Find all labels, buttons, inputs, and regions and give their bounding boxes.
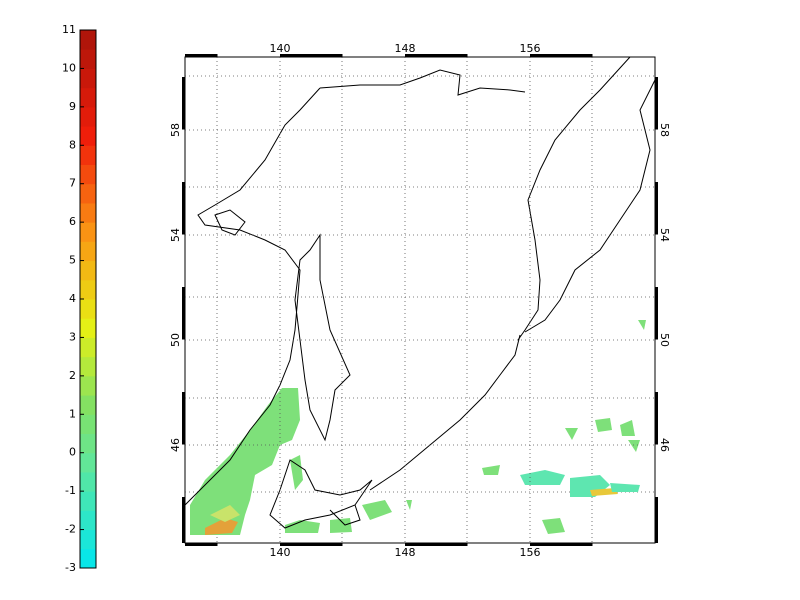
colorbar-label: -3 [65,561,76,574]
lat-label: 58 [658,123,671,137]
colorbar-segment [80,433,96,454]
lon-label: 156 [520,546,541,559]
lon-label: 140 [270,546,291,559]
border-band [405,543,468,546]
border-band [182,287,185,340]
map-border [182,54,658,546]
colorbar-segment [80,164,96,185]
lat-label: 46 [169,438,182,452]
colorbar-label: 8 [69,138,76,151]
border-band [655,77,658,130]
lon-label: 148 [395,546,416,559]
colorbar-label: 11 [62,23,76,36]
border-band [185,54,218,57]
colorbar-segment [80,529,96,550]
border-band [182,77,185,130]
colorbar-label: 5 [69,254,76,267]
colorbar-segment [80,414,96,434]
colorbar-label: 1 [69,407,76,420]
colorbar-segment [80,471,96,492]
border-band [185,543,218,546]
colorbar-label: 9 [69,100,76,113]
lat-label: 54 [169,228,182,242]
colorbar-segment [80,126,96,146]
colorbar-segment [80,241,96,262]
colorbar-segment [80,260,96,281]
colorbar-segment [80,106,96,127]
map [182,54,658,546]
colorbar-segment [80,279,96,300]
colorbar-segment [80,491,96,511]
colorbar-segment [80,30,96,50]
colorbar-segment [80,202,96,223]
colorbar-label: 10 [62,61,76,74]
border-band [655,182,658,235]
colorbar-label: 7 [69,177,76,190]
colorbar-segment [80,68,96,89]
minor-grid [185,57,655,543]
colorbar-segment [80,49,96,69]
border-band [280,543,343,546]
border-band [182,497,185,543]
lat-label: 58 [169,123,182,137]
colorbar-segment [80,222,96,242]
border-band [655,497,658,543]
lat-label: 50 [658,333,671,347]
border-band [280,54,343,57]
lon-label: 156 [520,42,541,55]
border-band [182,392,185,445]
colorbar-segment [80,375,96,396]
border-band [530,543,593,546]
colorbar-segment [80,395,96,415]
colorbar-segment [80,87,96,108]
colorbar-segment [80,145,96,165]
colorbar-label: 3 [69,330,76,343]
colorbar-label: 4 [69,292,76,305]
colorbar-segment [80,548,96,569]
lat-label: 54 [658,228,671,242]
border-band [655,287,658,340]
colorbar-label: 0 [69,446,76,459]
lon-label: 140 [270,42,291,55]
colorbar-segment [80,183,96,204]
colorbar-label: 2 [69,369,76,382]
border-band [405,54,468,57]
colorbar-segment [80,356,96,377]
colorbar-label: -1 [65,484,76,497]
border-band [182,182,185,235]
colorbar-label: 6 [69,215,76,228]
colorbar-segment [80,299,96,319]
lat-label: 46 [658,438,671,452]
colorbar-label: -2 [65,523,76,536]
border-band [655,392,658,445]
lat-label: 50 [169,333,182,347]
data-overlay [190,320,646,535]
colorbar-segment [80,318,96,338]
colorbar-segment [80,452,96,473]
border-band [530,54,593,57]
colorbar-segment [80,510,96,531]
colorbar-segment [80,337,96,358]
lon-label: 148 [395,42,416,55]
